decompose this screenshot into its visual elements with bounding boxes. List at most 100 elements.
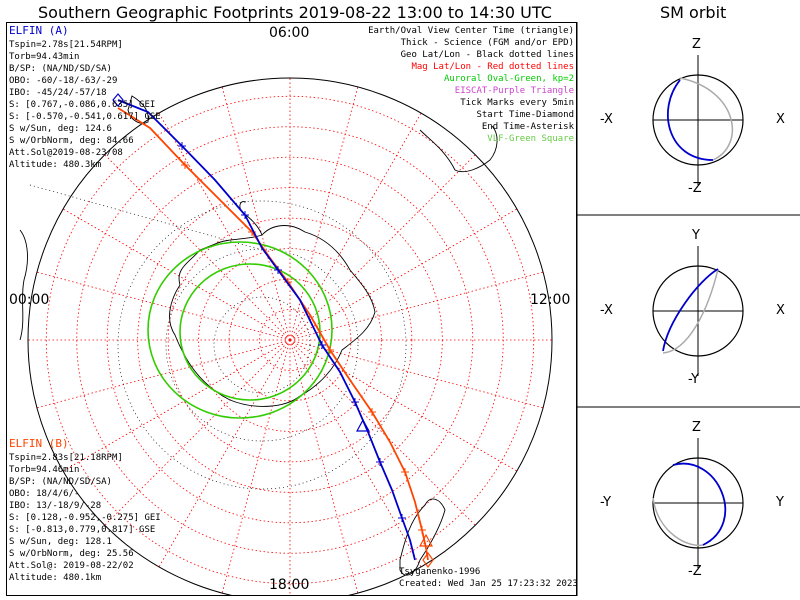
orbit-axis-label-bottom: -Y (688, 372, 700, 387)
tick-mark (376, 458, 384, 466)
south-america-outline (399, 498, 446, 576)
elfin-a-line: Altitude: 480.3km (9, 160, 102, 170)
orbit-axis-label-top: Z (692, 420, 701, 435)
elfin-a-track (117, 99, 416, 561)
geo-lat-circle (213, 296, 311, 394)
orbit-a-path (672, 462, 727, 546)
tick-mark (178, 142, 186, 150)
elfin-a-line: Att.Sol@2019-08-23/08 (9, 148, 123, 158)
elfin-b-line: S w/Sun, deg: 128.1 (9, 537, 112, 547)
tick-mark (318, 341, 326, 349)
tick-mark (326, 346, 334, 354)
mag-lat-circle (198, 248, 382, 432)
time-label-top: 06:00 (269, 25, 310, 41)
mag-lat-circle (167, 217, 413, 463)
elfin-b-track (117, 107, 429, 561)
created-text: Created: Wed Jan 25 17:23:32 2023 (399, 579, 578, 589)
legend-entry: EISCAT-Purple Triangle (454, 86, 574, 96)
orbit-axis-label-right: X (776, 112, 785, 127)
legend-entry: Start Time-Diamond (476, 110, 574, 120)
mag-lon-line (158, 112, 291, 341)
mag-lon-line (36, 339, 291, 409)
elfin-b-line: OBO: 18/4/6/- (9, 489, 80, 499)
legend-entry: Tick Marks every 5min (460, 98, 574, 108)
orbit-axis-label-left: -Y (600, 495, 612, 510)
orbit-axis-label-right: Y (776, 495, 784, 510)
elfin-a-line: Tspin=2.78s[21.54RPM] (9, 40, 123, 50)
legend-entry: End Time-Asterisk (481, 122, 574, 132)
elfin-b-line: Tspin=2.83s[21.18RPM] (9, 453, 123, 463)
tick-mark (401, 468, 409, 476)
legend-entry: Auroral Oval-Green, kp=2 (443, 74, 574, 84)
legend-entry: Earth/Oval View Center Time (triangle) (368, 26, 574, 36)
elfin-a-center-triangle (355, 418, 371, 432)
orbit-panel-3 (652, 438, 744, 568)
elfin-b-center-triangle (418, 533, 434, 547)
legend-entry: VLF-Green Square (487, 134, 574, 144)
elfin-a-line: S: [0.767,-0.086,0.635] GEI (9, 100, 156, 110)
map-content (19, 77, 553, 595)
legend: Earth/Oval View Center Time (triangle) Th… (368, 25, 574, 145)
orbit-b-path (679, 77, 734, 161)
tick-mark (368, 408, 376, 416)
time-label-bottom: 18:00 (269, 577, 310, 593)
map-outer-circle (27, 77, 553, 595)
orbit-b-path (652, 497, 704, 547)
elfin-a-start-diamond (112, 93, 124, 107)
tick-mark (418, 526, 426, 534)
orbit-axis-label-right: X (776, 303, 785, 318)
mag-lon-line (289, 339, 422, 568)
mag-lon-line (221, 339, 291, 594)
orbit-axis-label-top: Z (692, 37, 701, 52)
elfin-a-info: Tspin=2.78s[21.54RPM] Torb=94.43min B/SP: … (9, 39, 161, 171)
antarctica-outline (169, 225, 376, 407)
page-title: Southern Geographic Footprints 2019-08-2… (38, 3, 552, 22)
elfin-a-line: OBO: -60/-18/-63/-29 (9, 76, 118, 86)
elfin-b-line: Torb=94.46min (9, 465, 80, 475)
orbit-a-path (666, 79, 714, 161)
elfin-a-line: S w/Sun, deg: 124.6 (9, 124, 112, 134)
legend-entry: Geo Lat/Lon - Black dotted lines (400, 50, 574, 60)
elfin-a-line: S: [-0.570,-0.541,0.617] GSE (9, 112, 161, 122)
elfin-b-end-marker (422, 551, 434, 569)
australia-outline (419, 125, 498, 173)
elfin-b-line: Altitude: 480.1km (9, 573, 102, 583)
orbit-axis-label-bottom: -Z (688, 564, 702, 579)
legend-entry: Thick - Science (FGM and/or EPD) (400, 38, 574, 48)
orbit-axis-label-left: -X (600, 112, 613, 127)
orbit-panels (652, 55, 744, 568)
mag-lon-line (158, 339, 291, 568)
tick-mark (181, 161, 189, 169)
elfin-b-info: Tspin=2.83s[21.18RPM] Torb=94.46min B/SP: … (9, 452, 161, 584)
tick-mark (351, 398, 359, 406)
elfin-b-line: S: [-0.813,0.779,0.817] GSE (9, 525, 156, 535)
orbit-a-path (662, 268, 719, 352)
elfin-b-line: Att.Sol@: 2019-08-22/02 (9, 561, 134, 571)
tick-mark (274, 266, 282, 274)
polar-map (19, 77, 553, 595)
mag-lat-circle (45, 95, 535, 585)
elfin-a-name: ELFIN (A) (9, 24, 69, 37)
mag-lon-line (289, 112, 422, 341)
elfin-a-line: B/SP: (NA/ND/SD/SA) (9, 64, 112, 74)
elfin-a-line: Torb=94.43min (9, 52, 80, 62)
mag-lon-line (289, 339, 518, 472)
orbit-b-path (662, 268, 719, 354)
orbit-panel-2 (652, 246, 744, 376)
time-label-left: 00:00 (9, 292, 50, 308)
elfin-a-line: IBO: -45/24/-57/18 (9, 88, 107, 98)
tick-mark (241, 211, 249, 219)
credit-text: Tsyganenko-1996 (399, 567, 481, 577)
mag-lat-circle (106, 156, 474, 524)
auroral-oval-outer (147, 241, 333, 419)
orbit-axis-label-bottom: -Z (688, 181, 702, 196)
mag-lon-line (289, 208, 518, 341)
tick-mark (398, 514, 406, 522)
orbit-axis-label-left: -X (600, 303, 613, 318)
orbit-axis-label-top: Y (692, 228, 700, 243)
elfin-a-line: S w/OrbNorm, deg: 84.66 (9, 136, 134, 146)
orbit-panel-1 (652, 55, 744, 185)
time-label-right: 12:00 (530, 292, 571, 308)
elfin-b-name: ELFIN (B) (9, 437, 69, 450)
